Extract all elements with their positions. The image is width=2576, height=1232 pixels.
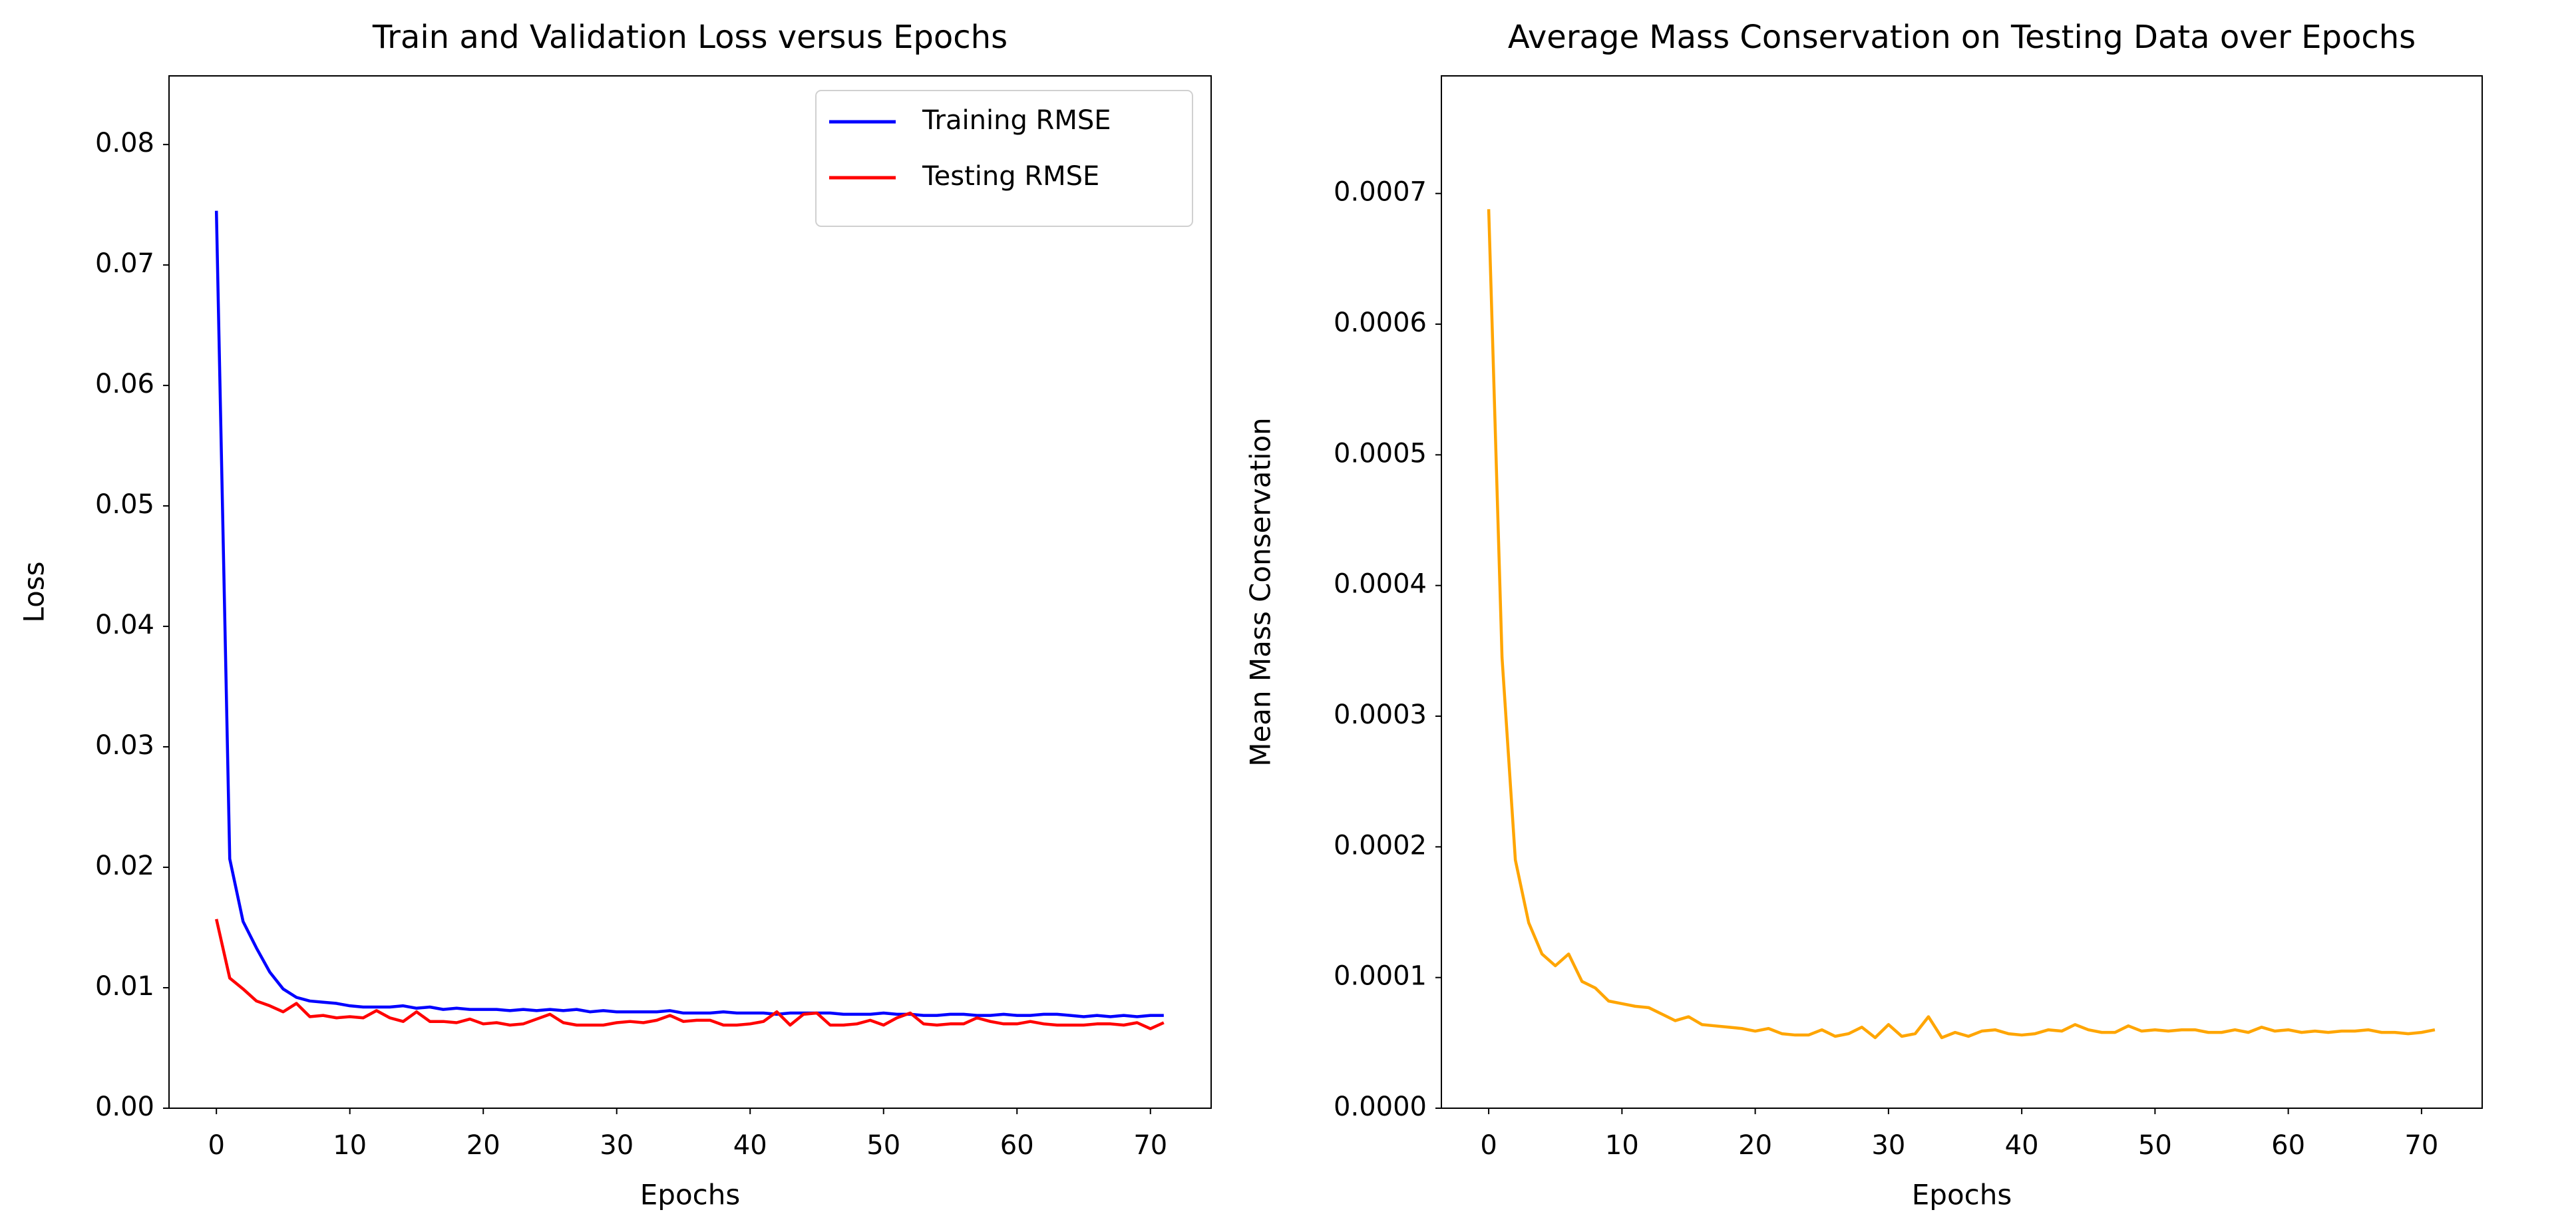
x-tick-label: 20 <box>466 1130 500 1161</box>
plot-frame <box>168 75 1212 1109</box>
line-series <box>1487 209 2436 1040</box>
x-tick-label: 50 <box>866 1130 900 1161</box>
y-tick-label: 0.0002 <box>1334 830 1427 861</box>
y-tick-label: 0.00 <box>95 1092 154 1122</box>
x-axis-label: Epochs <box>1912 1179 2012 1211</box>
y-tick-label: 0.0001 <box>1334 961 1427 992</box>
y-tick-label: 0.07 <box>95 248 154 279</box>
y-tick-label: 0.08 <box>95 128 154 158</box>
y-tick-label: 0.01 <box>95 971 154 1002</box>
y-tick-label: 0.0005 <box>1334 438 1427 469</box>
x-tick-label: 20 <box>1738 1130 1772 1161</box>
line-series <box>214 210 1164 1018</box>
y-tick-label: 0.04 <box>95 610 154 640</box>
x-tick-label: 50 <box>2138 1130 2172 1161</box>
x-axis-label: Epochs <box>640 1179 741 1211</box>
x-tick-label: 0 <box>208 1130 224 1161</box>
y-tick-label: 0.03 <box>95 730 154 761</box>
x-tick-label: 40 <box>733 1130 767 1161</box>
y-tick-label: 0.0003 <box>1334 700 1427 730</box>
y-tick-label: 0.0000 <box>1334 1092 1427 1122</box>
y-tick-label: 0.0006 <box>1334 308 1427 338</box>
plot-frame <box>1441 75 2483 1109</box>
legend-label: Training RMSE <box>922 105 1111 136</box>
x-tick-label: 60 <box>2271 1130 2305 1161</box>
y-axis-label: Loss <box>18 561 51 622</box>
y-tick-label: 0.06 <box>95 369 154 399</box>
chart-title: Train and Validation Loss versus Epochs <box>372 19 1008 56</box>
y-tick-label: 0.0004 <box>1334 569 1427 600</box>
x-tick-label: 10 <box>1605 1130 1639 1161</box>
x-tick-label: 70 <box>2404 1130 2438 1161</box>
x-tick-label: 30 <box>600 1130 634 1161</box>
x-tick-label: 70 <box>1133 1130 1167 1161</box>
x-tick-label: 30 <box>1871 1130 1905 1161</box>
legend-box <box>815 90 1193 227</box>
y-tick-label: 0.05 <box>95 489 154 520</box>
legend-label: Testing RMSE <box>922 161 1099 192</box>
line-series <box>214 919 1165 1030</box>
x-tick-label: 10 <box>333 1130 367 1161</box>
x-tick-label: 60 <box>1000 1130 1034 1161</box>
x-tick-label: 40 <box>2005 1130 2039 1161</box>
y-tick-label: 0.02 <box>95 851 154 881</box>
chart-title: Average Mass Conservation on Testing Dat… <box>1508 19 2416 56</box>
y-tick-label: 0.0007 <box>1334 177 1427 208</box>
y-axis-label: Mean Mass Conservation <box>1244 417 1277 767</box>
x-tick-label: 0 <box>1480 1130 1497 1161</box>
